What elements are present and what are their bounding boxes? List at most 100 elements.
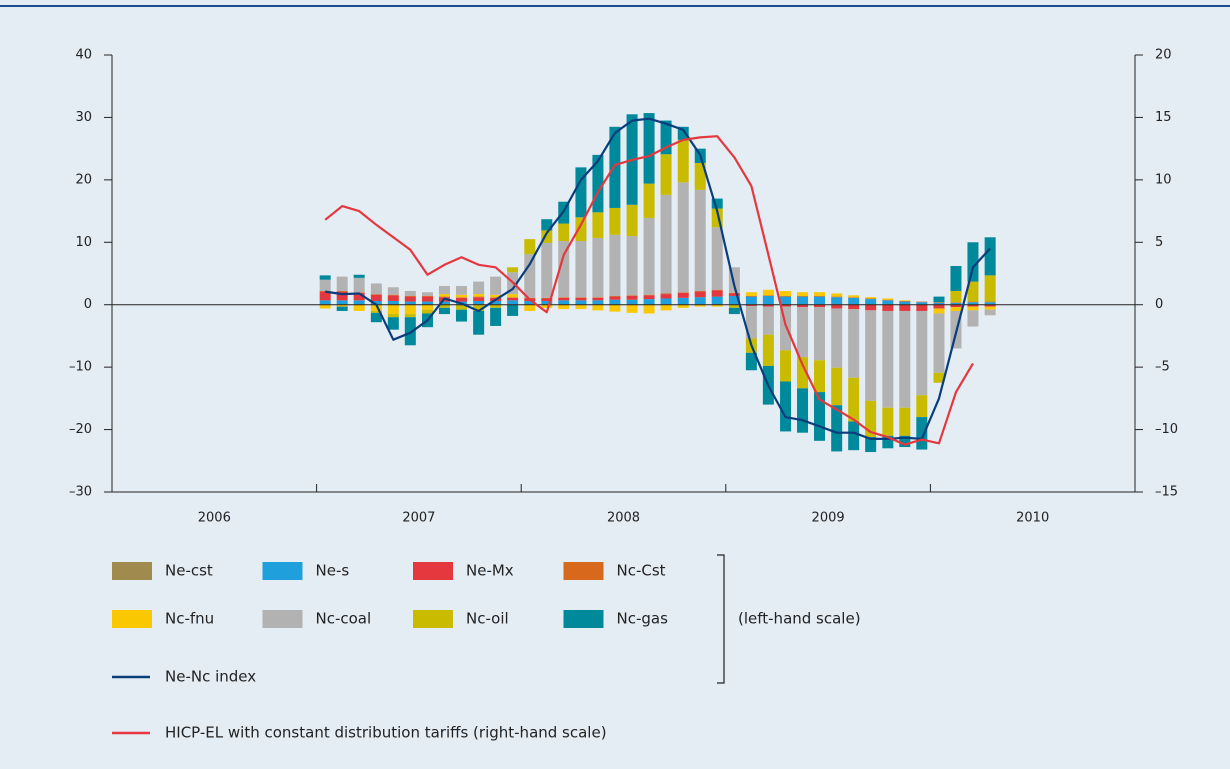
bar — [541, 297, 553, 299]
bar — [438, 301, 450, 305]
bar — [933, 302, 945, 305]
y2-tick-label: –5 — [1155, 360, 1170, 375]
bar — [745, 296, 757, 305]
bar — [933, 372, 945, 383]
bar — [319, 275, 331, 280]
y2-tick-label: –15 — [1155, 485, 1178, 500]
bar — [814, 304, 826, 308]
bar — [404, 290, 416, 296]
bar — [865, 310, 877, 401]
bar — [438, 304, 450, 308]
y-tick-label: 30 — [75, 110, 92, 125]
bar — [797, 292, 809, 296]
bar — [592, 154, 604, 213]
bar — [575, 241, 587, 298]
legend-bracket — [717, 554, 725, 684]
legend: (left-hand scale) Ne-cst Ne-s Ne-Mx Nc-Cst N… — [112, 554, 861, 742]
bar — [370, 304, 382, 311]
bar — [780, 304, 792, 307]
bar — [660, 293, 672, 295]
legend-label: Ne-s — [316, 562, 350, 580]
bar — [626, 295, 638, 296]
bar — [882, 299, 894, 301]
bar — [626, 295, 638, 300]
bar — [558, 297, 570, 301]
y-tick-label: –10 — [69, 360, 92, 375]
bar — [490, 304, 502, 308]
bar — [814, 295, 826, 297]
bar — [541, 300, 553, 305]
bar — [831, 304, 843, 309]
bar — [882, 304, 894, 311]
bar — [984, 304, 996, 307]
bar — [421, 309, 433, 314]
bar — [984, 301, 996, 303]
bar — [370, 300, 382, 305]
legend-swatch — [563, 562, 604, 580]
bar — [660, 194, 672, 294]
y-tick-label: 20 — [75, 172, 92, 187]
bar — [592, 304, 604, 311]
bar — [541, 298, 553, 301]
bar — [831, 296, 843, 298]
legend-swatch — [112, 610, 152, 628]
bar — [353, 274, 365, 278]
bar — [677, 292, 689, 293]
bar — [643, 299, 655, 305]
bar — [916, 304, 928, 311]
bar — [711, 304, 723, 307]
bar — [660, 298, 672, 305]
bar — [745, 292, 757, 296]
bar — [728, 307, 740, 315]
bar — [438, 307, 450, 315]
bar — [814, 360, 826, 393]
bar — [353, 304, 365, 311]
bar — [592, 297, 604, 298]
bar — [984, 275, 996, 302]
bar — [643, 113, 655, 184]
bar — [370, 310, 382, 313]
bar — [916, 302, 928, 305]
bar — [780, 290, 792, 296]
bar — [455, 309, 467, 322]
bar — [541, 242, 553, 298]
bar — [882, 300, 894, 305]
bar — [421, 295, 433, 297]
x-tick-label: 2010 — [1016, 511, 1049, 526]
bar — [950, 266, 962, 291]
legend-label: Ne-Mx — [466, 562, 514, 580]
plot-area: –30 –20 –10 0 10 20 30 40 –15 –10 –5 0 5 10 15 20 2006 20… — [69, 48, 1178, 526]
bar — [865, 298, 877, 300]
bar — [455, 294, 467, 298]
bar — [797, 307, 809, 358]
bar — [899, 301, 911, 305]
y2-tick-label: 20 — [1155, 48, 1172, 63]
bar — [899, 304, 911, 311]
bar — [694, 297, 706, 305]
bar — [387, 314, 399, 318]
bar — [626, 236, 638, 296]
bar — [899, 435, 911, 448]
bar — [336, 300, 348, 305]
line-series — [325, 117, 991, 440]
bar — [950, 307, 962, 311]
bar — [831, 297, 843, 305]
bar — [404, 296, 416, 302]
bar — [694, 291, 706, 298]
bar — [438, 285, 450, 295]
bar — [967, 304, 979, 307]
bar — [490, 297, 502, 298]
bar — [490, 276, 502, 295]
bar — [336, 291, 348, 301]
bar — [950, 302, 962, 305]
legend-label: Nc-gas — [617, 610, 669, 628]
bar — [473, 297, 485, 301]
bar — [950, 290, 962, 303]
bar — [933, 304, 945, 309]
bar — [780, 295, 792, 297]
bar — [728, 293, 740, 296]
bar — [592, 300, 604, 305]
bar — [643, 294, 655, 296]
bar — [592, 297, 604, 301]
